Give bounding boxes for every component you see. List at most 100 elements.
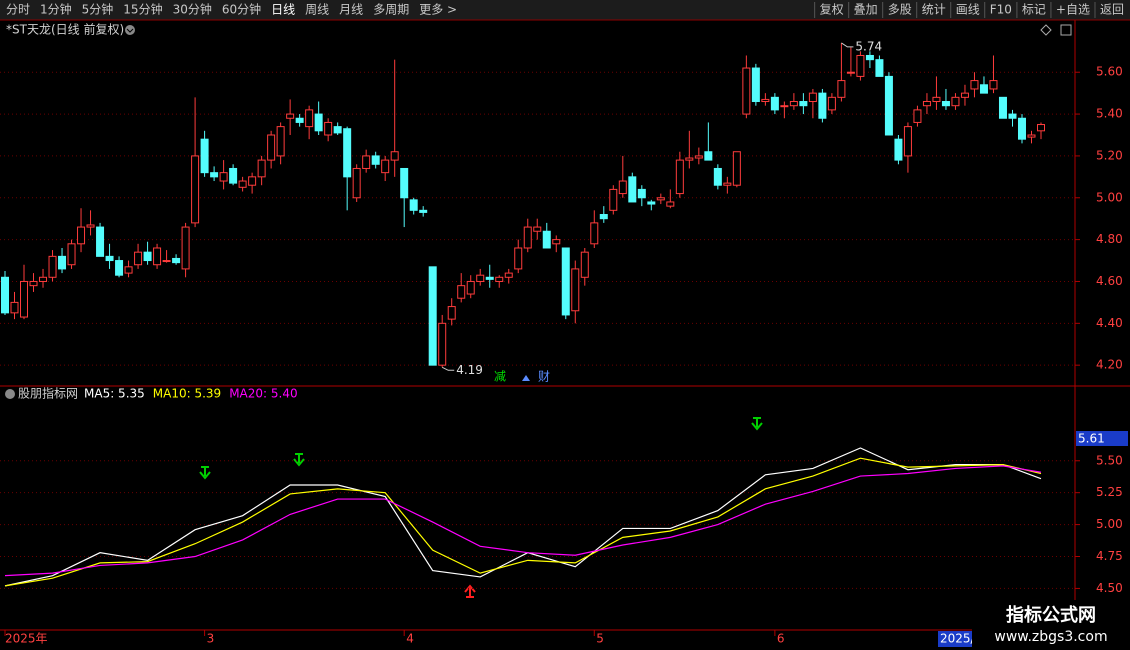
candle-body [124,266,133,274]
candle-body [1037,124,1045,132]
candle-body [552,239,561,245]
indicator-icon[interactable] [5,389,15,399]
toolbar-button[interactable]: 1分钟 [40,2,72,17]
candle-body [637,188,646,199]
marker: 减 [494,370,506,384]
indicator-title: 股朋指标网 [18,386,78,401]
y-tick-label: 5.00 [1096,190,1123,204]
marker-arrow [522,375,530,381]
candle-body [542,230,551,249]
watermark-url: www.zbgs3.com [994,629,1107,645]
candle-body [818,92,827,119]
candle-body [599,214,608,220]
candle-body [419,209,428,213]
x-tick-label: 2025年 [5,632,48,646]
toolbar-button[interactable]: 15分钟 [123,2,162,17]
toolbar-button[interactable]: 更多 > [419,3,457,17]
candle-body [96,226,105,257]
y-tick-label: 5.00 [1096,517,1123,531]
candle-body [29,280,38,287]
candle-body [580,251,589,278]
toolbar-button[interactable]: 5分钟 [82,2,114,17]
buy-signal [464,584,476,598]
title-dropdown[interactable] [125,25,135,35]
candle-body [799,101,808,107]
candle-body [609,188,618,211]
candle-body [466,280,475,295]
candle-body [713,167,722,186]
candle-body [856,54,865,77]
candle-body [153,247,162,266]
cursor-price-box [1076,431,1128,446]
toolbar-button[interactable]: 周线 [305,3,329,17]
candle-body [305,109,314,128]
candle-body [590,222,599,245]
candle-body [438,322,447,366]
toolbar-button[interactable]: 多周期 [373,3,409,17]
toolbar-button[interactable]: 叠加 [854,3,878,17]
candle-body [390,151,399,161]
sell-signal [751,417,763,431]
annotation: 5.74 [855,39,882,53]
candle-body [770,96,779,111]
candle-body [875,59,884,77]
toolbar-button[interactable]: 月线 [339,3,363,17]
candle-body [191,155,200,224]
candle-body [504,272,513,278]
toolbar-button[interactable]: 标记 [1022,3,1046,17]
cursor-date-box [938,631,972,647]
settings-icon[interactable] [1040,24,1052,36]
candle-body [181,226,190,270]
candle-body [333,126,342,134]
candle-body [685,157,694,161]
candle-body [210,172,219,178]
y-tick-label: 5.20 [1096,148,1123,162]
candle-body [523,226,532,249]
candle-body [1,276,9,314]
window-icon[interactable] [1060,24,1072,36]
candle-body [514,247,523,270]
candle-body [238,180,247,188]
candle-body [172,257,181,264]
toolbar-button[interactable]: +自选 [1056,3,1090,17]
candle-body [20,280,29,318]
candle-body [628,176,637,203]
toolbar-button[interactable]: 多股 [888,3,912,17]
candle-body [1017,117,1026,140]
toolbar-button[interactable]: 统计 [922,3,946,17]
y-tick-label: 5.40 [1096,107,1123,121]
y-tick-label: 5.50 [1096,453,1123,467]
candle-body [789,101,798,107]
toolbar-button[interactable]: 画线 [956,3,980,17]
candle-body [618,180,627,195]
y-tick-label: 5.25 [1096,485,1123,499]
candle-body [286,113,295,119]
toolbar-button[interactable]: F10 [990,3,1012,17]
toolbar-button[interactable]: 返回 [1100,3,1124,17]
y-tick-label: 5.60 [1096,65,1123,79]
toolbar-button[interactable]: 日线 [271,3,295,17]
candle-body [276,126,285,157]
toolbar-button[interactable]: 复权 [820,3,844,17]
candle-body [656,197,665,201]
candle-body [476,274,485,282]
cursor-price: 5.61 [1078,432,1105,446]
toolbar-button[interactable]: 分时 [6,3,30,17]
toolbar-button[interactable]: 60分钟 [222,2,261,17]
candle-body [257,159,266,178]
x-tick-label: 4 [406,632,414,646]
toolbar-button[interactable]: 30分钟 [173,2,212,17]
candle-body [780,105,789,108]
annotation: 4.19 [456,363,483,377]
candle-body [666,201,675,207]
y-tick-label: 4.50 [1096,581,1123,595]
candle-body [884,75,893,136]
indicator-line [4,457,1042,587]
x-tick-label: 3 [207,632,215,646]
marker: 财 [538,370,550,384]
candle-body [495,276,504,282]
candle-body [457,285,466,299]
candle-body [162,260,171,263]
